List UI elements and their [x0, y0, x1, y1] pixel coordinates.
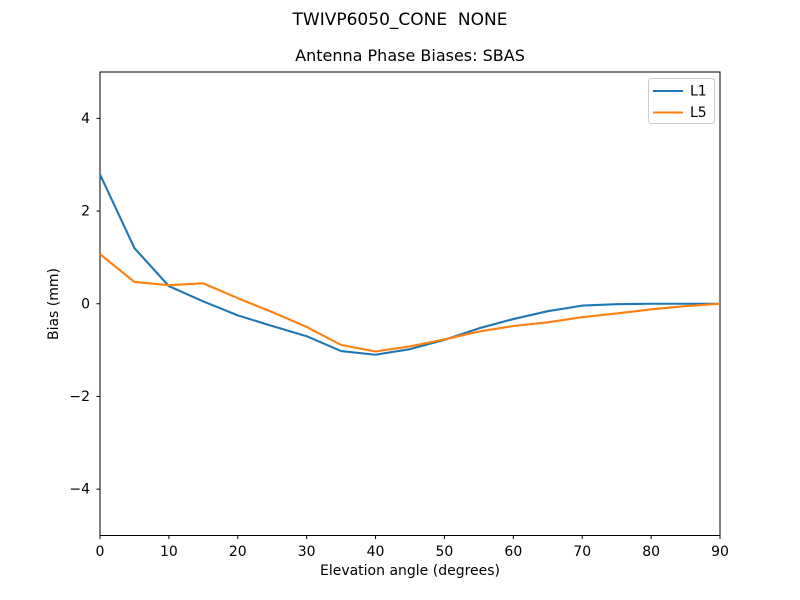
x-axis-label: Elevation angle (degrees) [320, 563, 500, 579]
x-tick-label: 60 [504, 544, 522, 560]
y-axis-ticks: −4 −2 0 2 4 [69, 111, 100, 498]
x-tick-label: 20 [229, 544, 247, 560]
y-tick-label: 4 [81, 111, 90, 127]
axes-title: Antenna Phase Biases: SBAS [295, 46, 525, 65]
series-line-L1 [99, 173, 720, 356]
series-lines [99, 173, 721, 356]
legend-label-L5: L5 [690, 105, 707, 121]
series-line-L5 [99, 253, 721, 353]
x-tick-label: 90 [711, 544, 729, 560]
y-tick-label: −4 [69, 482, 90, 498]
x-tick-label: 10 [160, 544, 178, 560]
y-axis-label: Bias (mm) [46, 268, 62, 340]
x-tick-label: 40 [367, 544, 385, 560]
x-tick-label: 80 [642, 544, 660, 560]
figure-title: TWIVP6050_CONE NONE [292, 10, 508, 30]
x-tick-label: 70 [573, 544, 591, 560]
x-tick-label: 0 [96, 544, 105, 560]
y-tick-label: −2 [69, 389, 90, 405]
x-tick-label: 50 [436, 544, 454, 560]
legend-label-L1: L1 [690, 84, 707, 100]
y-tick-label: 2 [81, 204, 90, 220]
x-tick-label: 30 [298, 544, 316, 560]
x-axis-ticks: 0 10 20 30 40 50 60 70 80 90 [96, 535, 729, 560]
y-tick-label: 0 [81, 296, 90, 312]
